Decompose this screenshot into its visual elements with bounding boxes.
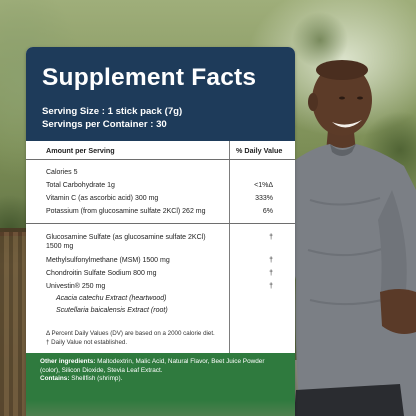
nutrient-carbohydrate: Total Carbohydrate 1g [46, 182, 115, 189]
dv-carbohydrate: <1%Δ [254, 182, 273, 189]
other-ingredients: Other ingredients: Maltodextrin, Malic A… [40, 358, 285, 375]
active-chondroitin: Chondroitin Sulfate Sodium 800 mg [46, 270, 157, 277]
active-acacia: Acacia catechu Extract (heartwood) [56, 295, 167, 302]
nutrient-calories: Calories 5 [46, 169, 78, 176]
dv-glucosamine: † [269, 234, 273, 241]
footnote-dagger: † Daily Value not established. [46, 339, 128, 346]
ingredients-fade [26, 400, 295, 416]
contains-label: Contains: [40, 375, 70, 383]
panel-header: Supplement Facts Serving Size : 1 stick … [26, 47, 295, 141]
facts-table: Amount per Serving % Daily Value Calorie… [26, 141, 295, 355]
active-scutellaria: Scutellaria baicalensis Extract (root) [56, 307, 168, 314]
runner-illustration [284, 60, 416, 416]
header-daily-value: % Daily Value [236, 146, 283, 155]
dv-potassium: 6% [262, 208, 273, 215]
other-ingredients-text: Maltodextrin, Malic Acid, Natural Flavor… [40, 358, 265, 374]
dv-msm: † [269, 257, 273, 264]
serving-size: Serving Size : 1 stick pack (7g) [42, 106, 183, 117]
runner-figure [280, 40, 416, 416]
dv-vitamin-c: 333% [255, 195, 273, 202]
dv-chondroitin: † [269, 270, 273, 277]
active-glucosamine: Glucosamine Sulfate (as glucosamine sulf… [46, 234, 206, 241]
panel-title: Supplement Facts [42, 64, 257, 91]
header-amount: Amount per Serving [46, 146, 115, 155]
actives-section: Glucosamine Sulfate (as glucosamine sulf… [26, 224, 295, 355]
servings-per-container: Servings per Container : 30 [42, 119, 167, 130]
active-msm: Methylsulfonylmethane (MSM) 1500 mg [46, 257, 170, 264]
contains-allergens: Contains: Shellfish (shrimp). [40, 375, 285, 384]
footnotes: Δ Percent Daily Values (DV) are based on… [46, 329, 215, 347]
nutrient-potassium: Potassium (from glucosamine sulfate 2KCl… [46, 208, 206, 215]
contains-text: Shellfish (shrimp). [69, 375, 123, 383]
other-ingredients-box: Other ingredients: Maltodextrin, Malic A… [26, 353, 295, 416]
column-divider [229, 141, 230, 353]
table-header-row: Amount per Serving % Daily Value [26, 141, 295, 160]
other-ingredients-label: Other ingredients: [40, 358, 96, 365]
footnote-dv: Δ Percent Daily Values (DV) are based on… [46, 330, 215, 337]
active-glucosamine-amount: 1500 mg [46, 243, 74, 250]
nutrient-vitamin-c: Vitamin C (as ascorbic acid) 300 mg [46, 195, 159, 202]
supplement-facts-panel: Supplement Facts Serving Size : 1 stick … [26, 47, 295, 416]
active-univestin: Univestin® 250 mg [46, 283, 106, 290]
dv-univestin: † [269, 283, 273, 290]
nutrients-section: Calories 5 Total Carbohydrate 1g <1%Δ Vi… [26, 160, 295, 224]
